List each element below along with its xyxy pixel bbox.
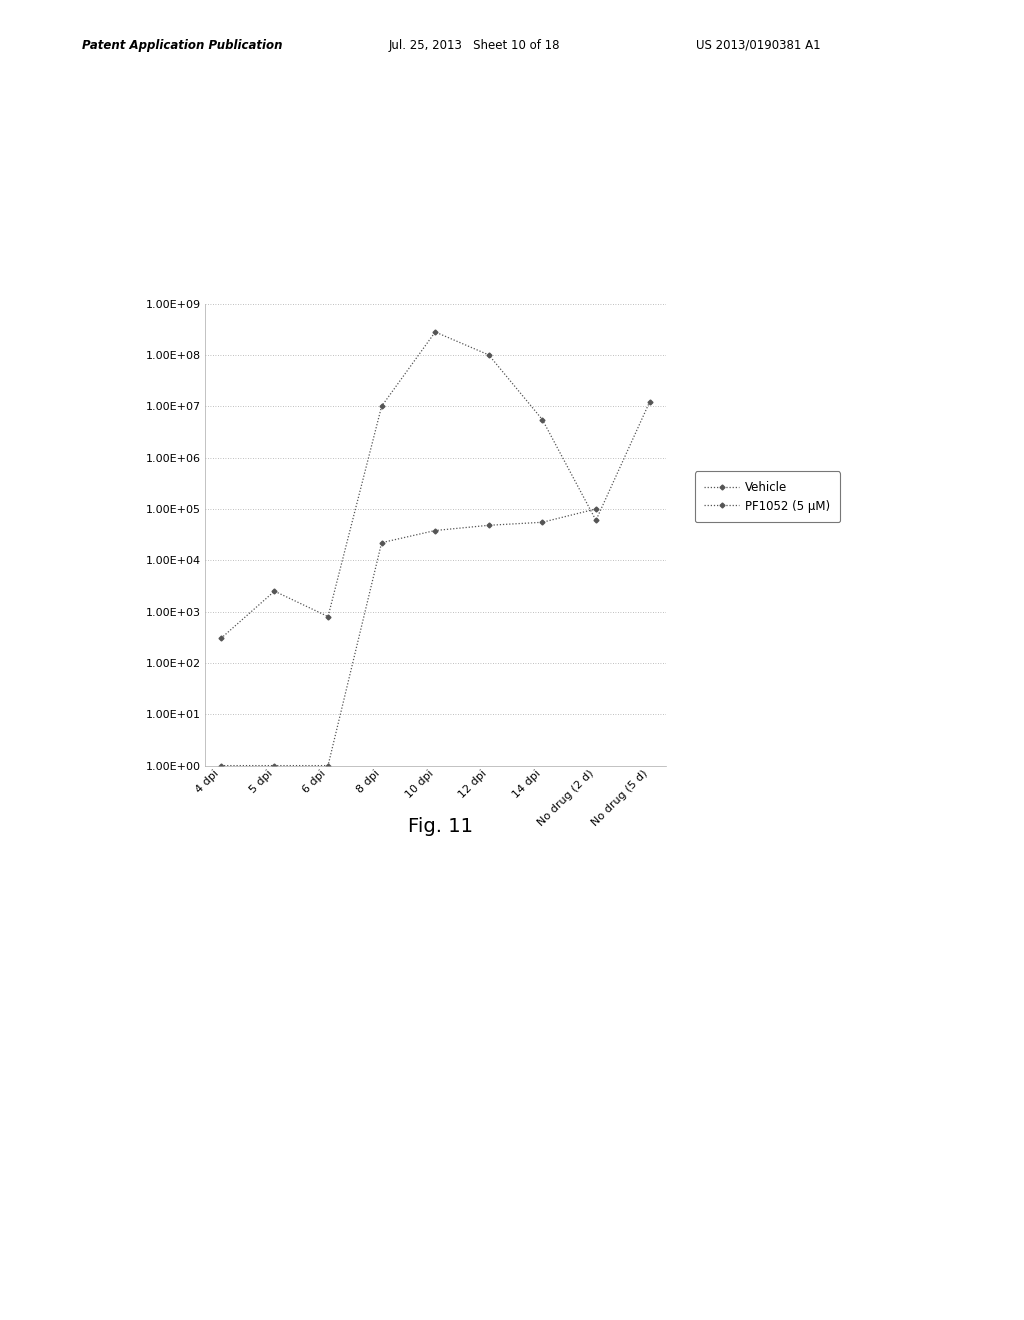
- Legend: Vehicle, PF1052 (5 μM): Vehicle, PF1052 (5 μM): [694, 471, 840, 521]
- Vehicle: [268, 583, 281, 599]
- Text: Fig. 11: Fig. 11: [408, 817, 473, 836]
- PF1052 (5 μM): [429, 523, 441, 539]
- Vehicle: [215, 631, 227, 647]
- Vehicle: [429, 323, 441, 339]
- PF1052 (5 μM): [537, 515, 549, 531]
- PF1052 (5 μM): [215, 758, 227, 774]
- Text: US 2013/0190381 A1: US 2013/0190381 A1: [696, 38, 821, 51]
- PF1052 (5 μM): [482, 517, 495, 533]
- Vehicle: [643, 395, 655, 411]
- Line: Vehicle: Vehicle: [219, 330, 651, 640]
- PF1052 (5 μM): [322, 758, 334, 774]
- Line: PF1052 (5 μM): PF1052 (5 μM): [219, 507, 598, 767]
- Text: Jul. 25, 2013   Sheet 10 of 18: Jul. 25, 2013 Sheet 10 of 18: [389, 38, 560, 51]
- Vehicle: [482, 347, 495, 363]
- Vehicle: [376, 399, 388, 414]
- Text: Patent Application Publication: Patent Application Publication: [82, 38, 283, 51]
- Vehicle: [537, 412, 549, 428]
- Vehicle: [322, 609, 334, 624]
- PF1052 (5 μM): [268, 758, 281, 774]
- PF1052 (5 μM): [376, 535, 388, 550]
- Vehicle: [590, 512, 602, 528]
- PF1052 (5 μM): [590, 502, 602, 517]
